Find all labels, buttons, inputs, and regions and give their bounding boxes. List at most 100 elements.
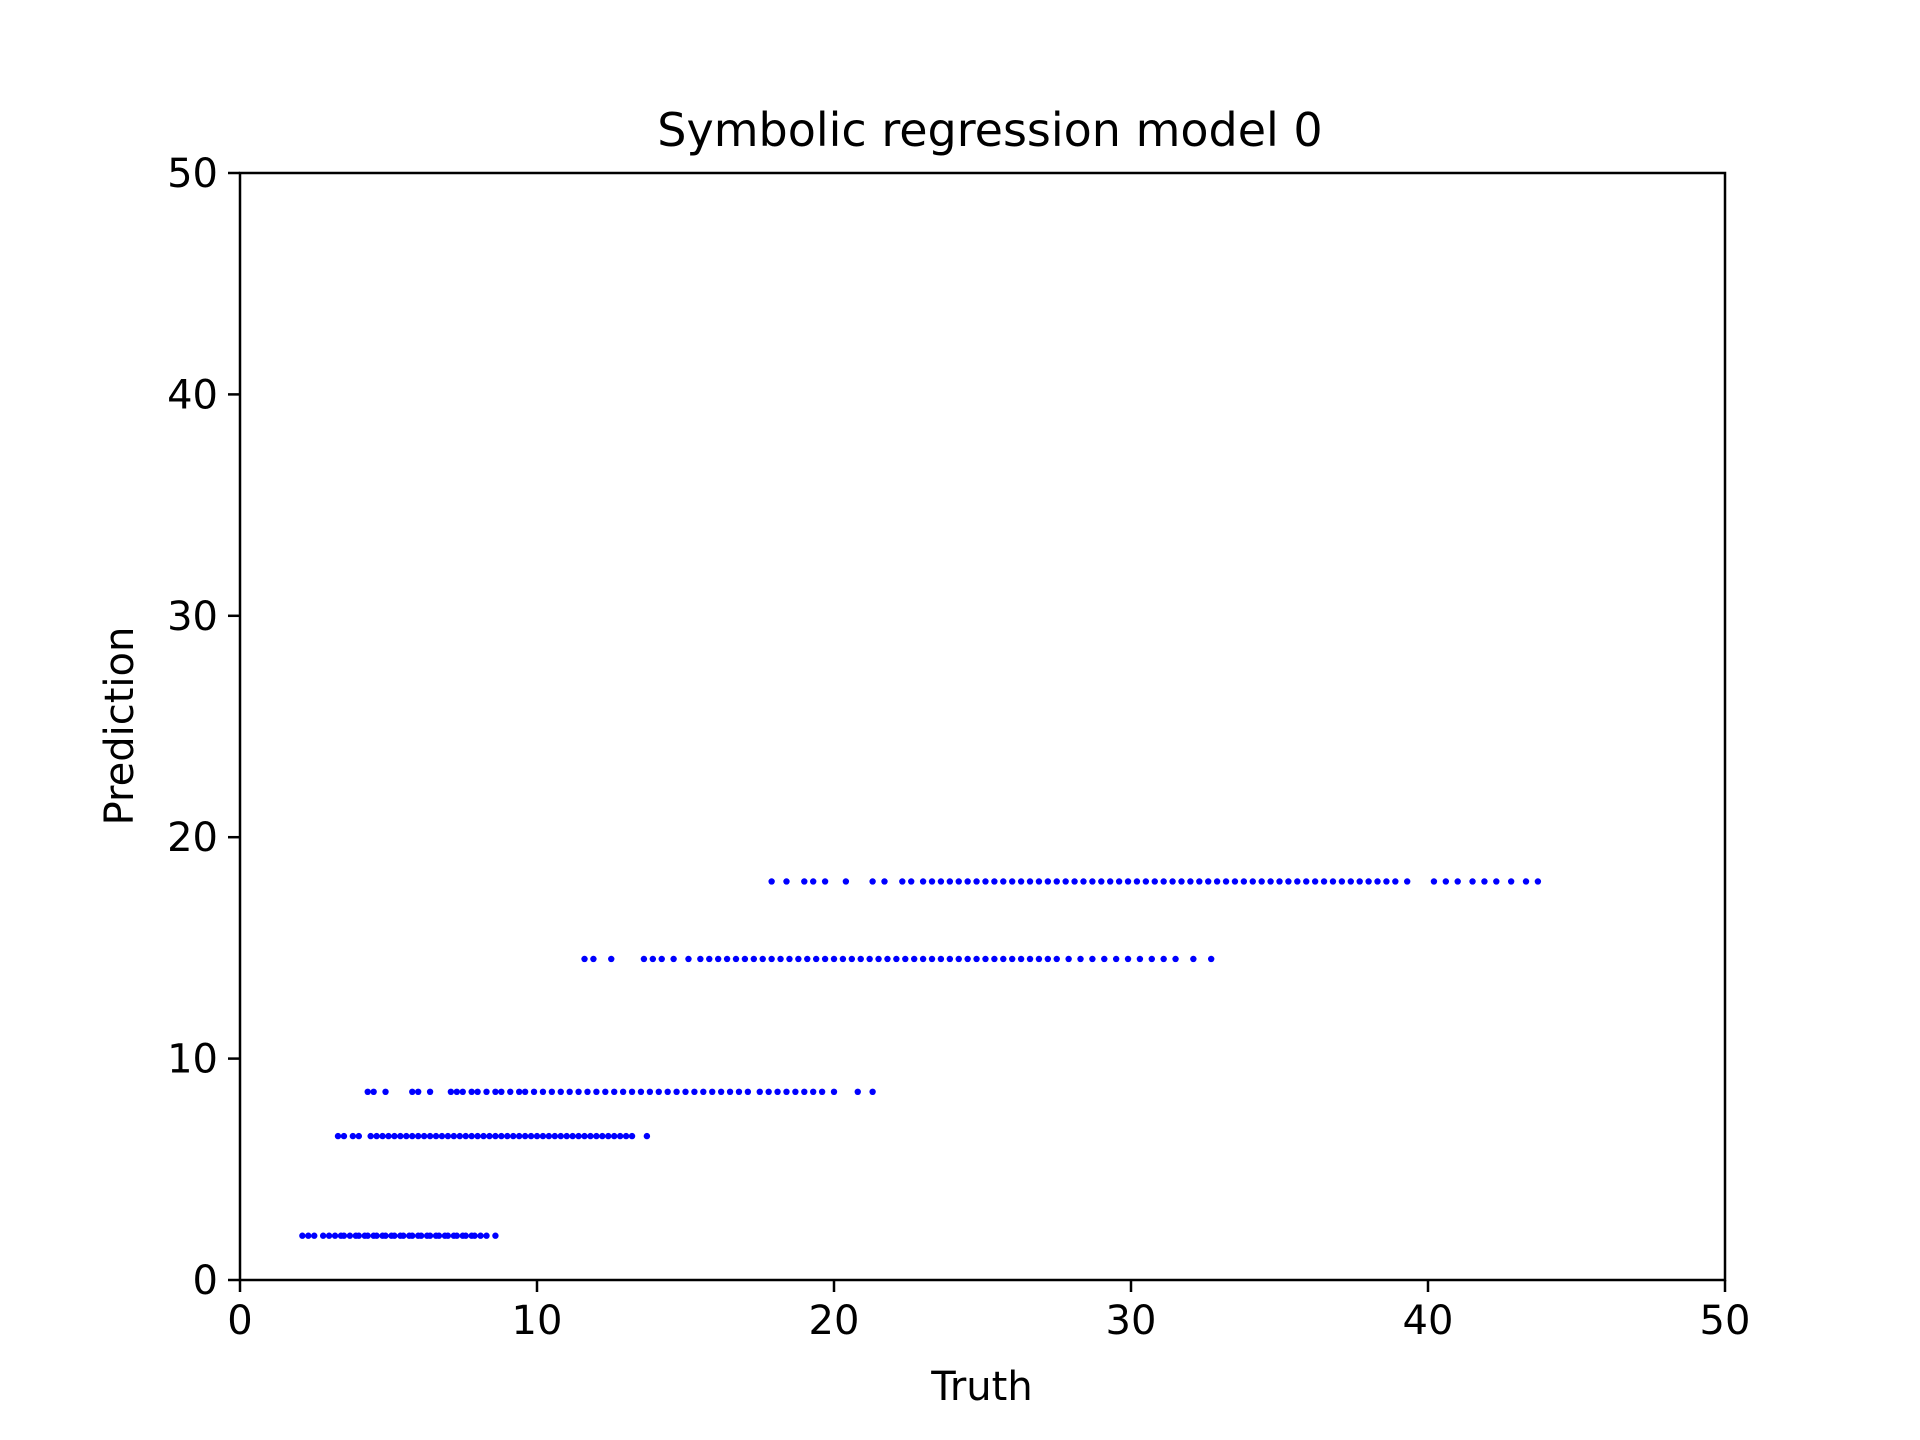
data-point [908, 878, 915, 885]
data-point [664, 1088, 671, 1096]
data-point [1148, 955, 1155, 963]
data-point [462, 1232, 469, 1239]
y-tick-label: 50 [167, 151, 218, 197]
data-point [750, 955, 758, 963]
data-point [1347, 878, 1354, 885]
data-point [973, 878, 980, 885]
x-axis-ticks: 0 10 20 30 40 50 [227, 1280, 1750, 1344]
data-point [1338, 878, 1346, 885]
data-point [1009, 955, 1016, 963]
data-point [1207, 955, 1215, 963]
data-point [786, 955, 793, 963]
y-tick-label: 10 [167, 1037, 218, 1083]
data-point [842, 878, 850, 885]
data-point [599, 1132, 606, 1140]
data-point [673, 1088, 680, 1096]
data-point [569, 1132, 576, 1140]
data-point [611, 1088, 618, 1096]
data-point [608, 955, 615, 963]
data-point [1160, 955, 1167, 963]
data-point [492, 1088, 499, 1096]
data-point [515, 1132, 523, 1140]
data-point [946, 955, 954, 963]
data-point [670, 955, 677, 963]
data-point [364, 1088, 371, 1096]
data-point [1276, 878, 1283, 885]
data-point [1231, 878, 1239, 885]
data-point [628, 1132, 636, 1140]
data-point [1222, 878, 1230, 885]
data-point [453, 1088, 461, 1096]
data-point [1365, 878, 1372, 885]
data-point [483, 1232, 490, 1239]
data-point [432, 1132, 440, 1140]
data-point [521, 1088, 529, 1096]
data-point [783, 878, 790, 885]
data-point [955, 878, 962, 885]
data-point [507, 1088, 514, 1096]
x-tick-label: 10 [512, 1298, 563, 1344]
data-point [403, 1132, 410, 1140]
data-point [1009, 878, 1016, 885]
data-point [910, 955, 918, 963]
x-tick-label: 50 [1700, 1298, 1751, 1344]
data-point [340, 1132, 348, 1140]
y-axis-ticks: 0 10 20 30 40 50 [167, 151, 240, 1304]
data-point [1430, 878, 1438, 885]
data-point [426, 1132, 434, 1140]
data-point [1000, 878, 1007, 885]
data-point [937, 955, 945, 963]
data-point [1065, 955, 1072, 963]
data-point [391, 1132, 398, 1140]
data-point [486, 1132, 493, 1140]
data-point [1107, 878, 1114, 885]
data-point [605, 1132, 612, 1140]
data-point [593, 1088, 600, 1096]
data-point [1071, 878, 1078, 885]
data-point [468, 1088, 475, 1096]
data-point [426, 1232, 434, 1239]
data-point [382, 1088, 389, 1096]
data-point [1320, 878, 1328, 885]
data-point [1213, 878, 1221, 885]
y-tick-label: 40 [167, 372, 218, 418]
data-point [367, 1132, 374, 1140]
data-point [830, 955, 838, 963]
data-point [765, 1088, 772, 1096]
data-point [1062, 878, 1069, 885]
data-point [768, 878, 775, 885]
data-point [557, 1088, 564, 1096]
data-point [646, 1088, 654, 1096]
data-point [1522, 878, 1530, 885]
data-point [655, 1088, 662, 1096]
data-point [937, 878, 945, 885]
data-point [305, 1232, 312, 1239]
data-point [919, 878, 927, 885]
data-point [325, 1232, 333, 1239]
data-point [946, 878, 954, 885]
data-point [619, 1088, 627, 1096]
data-point [854, 1088, 861, 1096]
data-point [533, 1132, 541, 1140]
data-point [744, 1088, 752, 1096]
data-point [1258, 878, 1265, 885]
data-point [964, 955, 971, 963]
data-point [584, 1088, 591, 1096]
x-tick-label: 40 [1403, 1298, 1454, 1344]
data-point [726, 1088, 734, 1096]
data-point [340, 1232, 348, 1239]
data-point [691, 1088, 698, 1096]
data-point [1534, 878, 1542, 885]
data-point [1089, 955, 1096, 963]
data-point [919, 955, 927, 963]
data-point [1133, 878, 1141, 885]
data-point [881, 878, 888, 885]
data-point [370, 1088, 377, 1096]
data-points [299, 878, 1542, 1239]
data-point [382, 1232, 389, 1239]
data-point [1187, 878, 1194, 885]
data-point [1124, 878, 1132, 885]
data-point [444, 1132, 452, 1140]
data-point [955, 955, 962, 963]
